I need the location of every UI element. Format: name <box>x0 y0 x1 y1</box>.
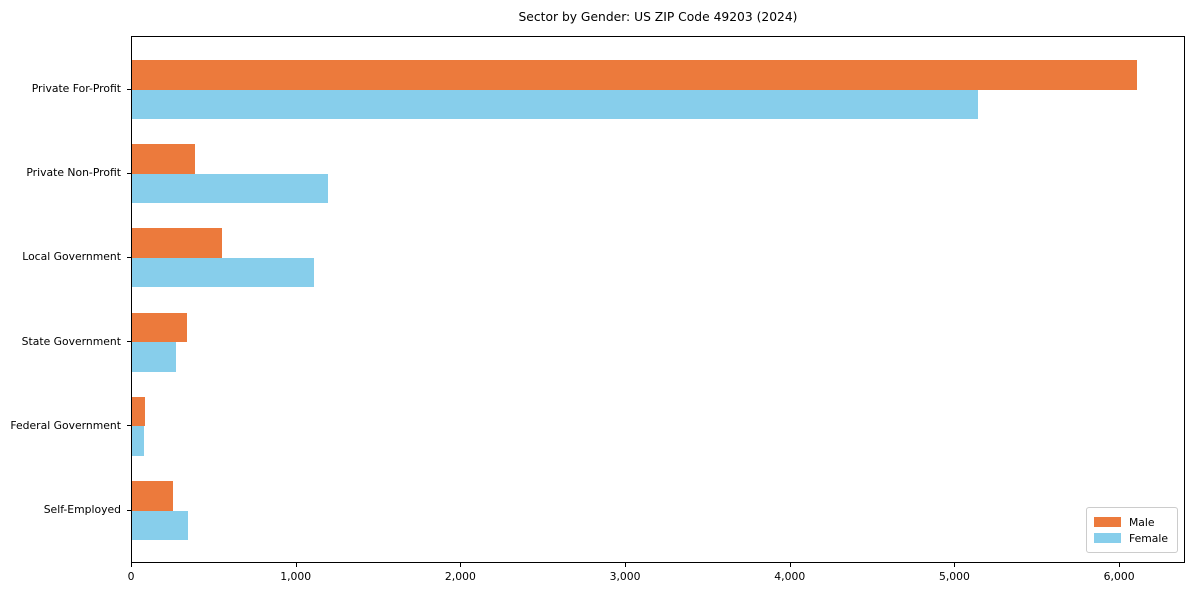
chart-title: Sector by Gender: US ZIP Code 49203 (202… <box>518 10 798 24</box>
x-tick-mark <box>1119 563 1121 567</box>
legend-swatch-female <box>1093 533 1121 543</box>
bar-female-4 <box>132 426 144 456</box>
x-tick-label: 6,000 <box>1103 570 1135 583</box>
y-tick-mark <box>127 88 131 90</box>
x-tick-mark <box>460 563 462 567</box>
bar-female-5 <box>132 510 188 540</box>
y-tick-label: Private Non-Profit <box>26 166 121 180</box>
x-tick-label: 5,000 <box>938 570 970 583</box>
y-tick-label: Self-Employed <box>43 503 121 516</box>
plot-area: Male Female <box>131 36 1185 563</box>
y-tick-label: Federal Government <box>10 418 121 432</box>
x-tick-mark <box>295 563 297 567</box>
y-tick-mark <box>127 256 131 258</box>
bar-male-0 <box>132 60 1137 90</box>
x-tick-label: 3,000 <box>609 570 641 583</box>
legend-swatch-male <box>1093 517 1121 527</box>
y-tick-mark <box>127 172 131 174</box>
y-tick-mark <box>127 341 131 343</box>
bar-male-2 <box>132 228 222 258</box>
legend-row-female: Female <box>1093 530 1168 546</box>
x-tick-label: 0 <box>127 570 135 583</box>
x-tick-mark <box>789 563 791 567</box>
bar-female-3 <box>132 342 177 372</box>
bar-male-5 <box>132 481 174 511</box>
x-tick-label: 4,000 <box>774 570 806 583</box>
legend-label-male: Male <box>1128 515 1155 529</box>
bar-female-2 <box>132 257 314 288</box>
bar-female-1 <box>132 173 328 204</box>
x-tick-mark <box>954 563 956 567</box>
bar-female-0 <box>132 89 979 119</box>
y-tick-mark <box>127 509 131 511</box>
bar-male-4 <box>132 396 146 427</box>
legend: Male Female <box>1085 507 1178 553</box>
legend-row-male: Male <box>1093 514 1168 530</box>
x-tick-mark <box>625 563 627 567</box>
x-tick-label: 1,000 <box>280 570 312 583</box>
legend-label-female: Female <box>1128 531 1168 545</box>
y-tick-label: Local Government <box>22 250 121 264</box>
x-tick-mark <box>131 563 132 567</box>
x-tick-label: 2,000 <box>444 570 476 583</box>
bar-male-3 <box>132 312 188 343</box>
y-tick-mark <box>127 425 131 427</box>
y-tick-label: Private For-Profit <box>31 82 121 95</box>
y-tick-label: State Government <box>21 334 121 348</box>
bar-male-1 <box>132 144 195 174</box>
